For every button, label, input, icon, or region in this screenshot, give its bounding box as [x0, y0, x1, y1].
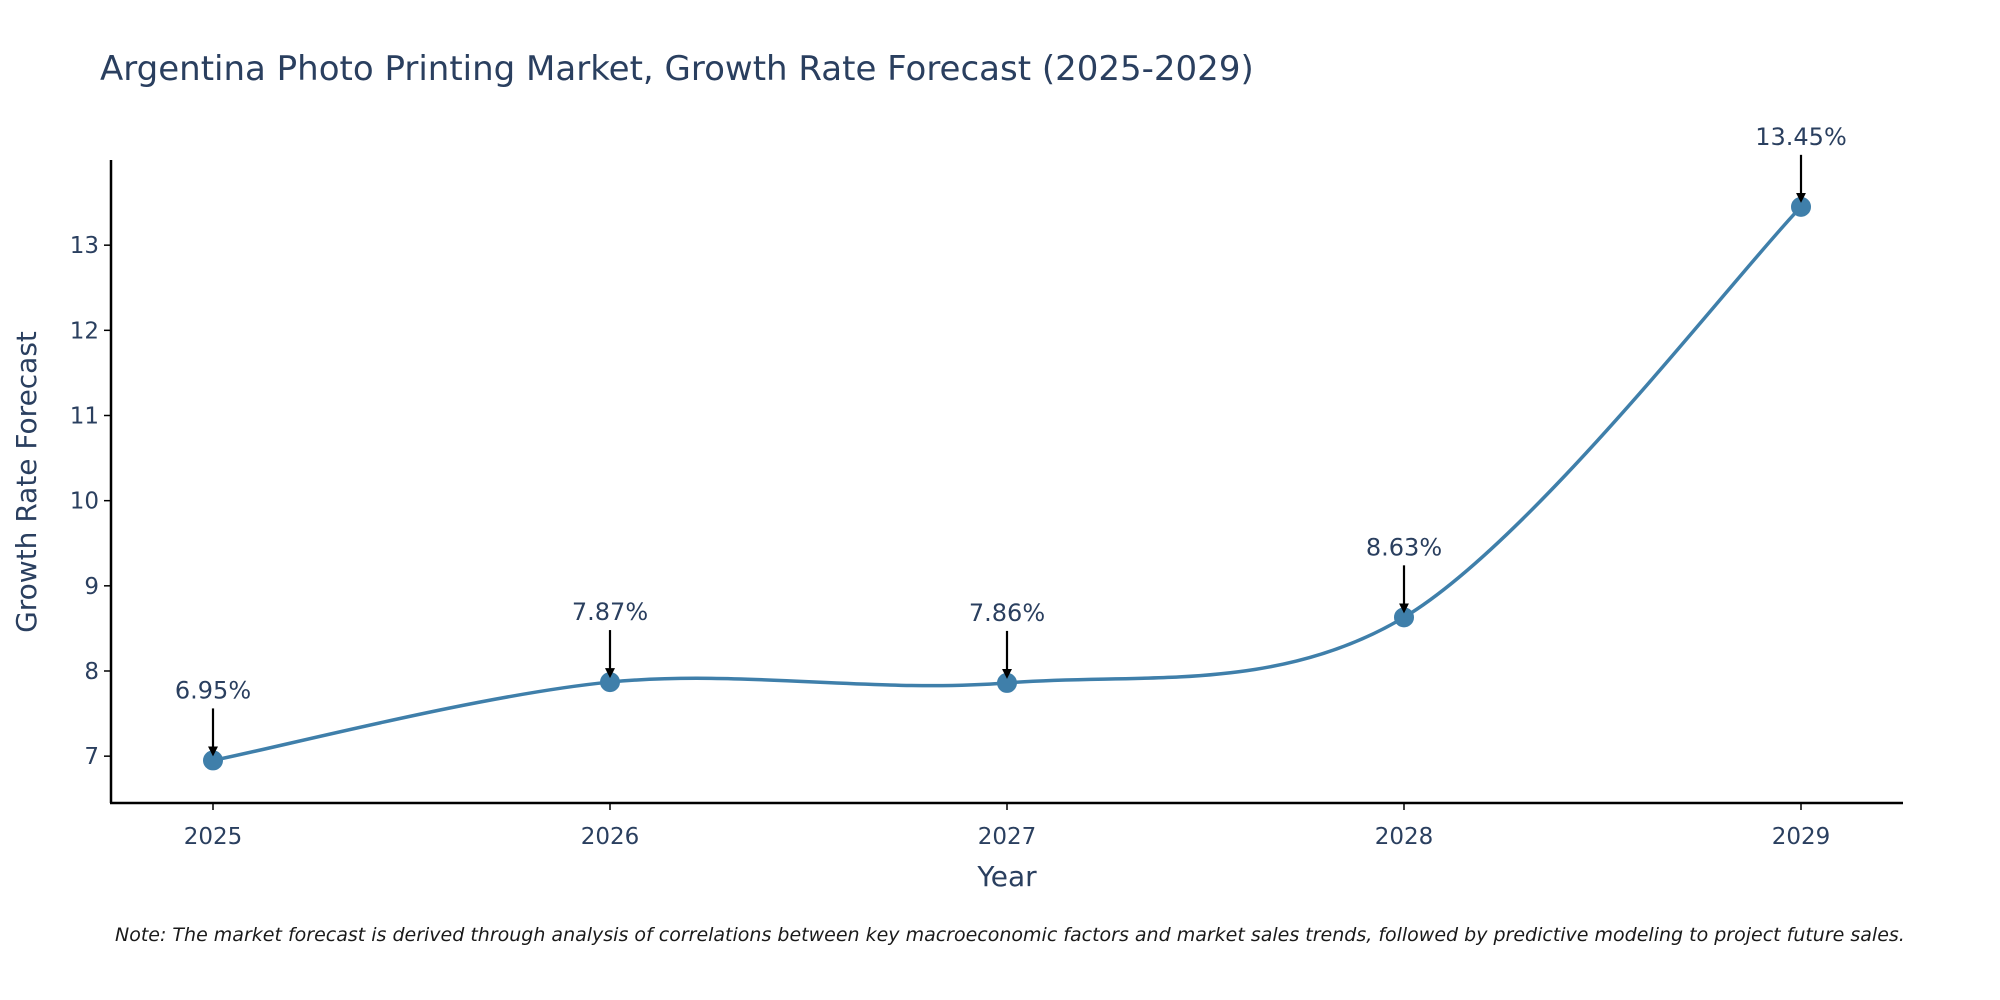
y-axis-title: Growth Rate Forecast: [10, 331, 43, 633]
data-label: 8.63%: [1366, 533, 1442, 561]
y-tick-label: 10: [70, 489, 99, 515]
data-markers: [203, 196, 1811, 771]
data-label: 7.86%: [969, 599, 1045, 627]
data-annotations: 6.95% 7.87% 7.86% 8.63% 13.45%: [175, 123, 1847, 757]
y-tick-label: 13: [70, 233, 99, 259]
y-tick-label: 9: [84, 574, 99, 600]
x-tick-label: 2029: [1772, 824, 1831, 850]
data-point-2026: [600, 672, 620, 693]
y-tick-label: 7: [84, 744, 99, 770]
y-axis-ticks: 7 8 9 10 11 12 13: [70, 233, 111, 770]
x-axis-ticks: 2025 2026 2027 2028 2029: [184, 803, 1831, 850]
y-tick-label: 11: [70, 403, 99, 429]
x-axis-title: Year: [976, 860, 1037, 893]
chart-note: Note: The market forecast is derived thr…: [115, 924, 1905, 946]
data-point-2027: [997, 672, 1017, 693]
data-label: 13.45%: [1755, 123, 1847, 151]
data-label: 7.87%: [572, 598, 648, 626]
data-point-2029: [1791, 196, 1811, 217]
data-point-2025: [203, 750, 223, 771]
x-tick-label: 2025: [184, 824, 243, 850]
y-tick-label: 8: [84, 659, 99, 685]
x-tick-label: 2027: [978, 824, 1037, 850]
chart-title: Argentina Photo Printing Market, Growth …: [100, 49, 1254, 89]
data-point-2028: [1394, 607, 1414, 628]
y-tick-label: 12: [70, 318, 99, 344]
x-tick-label: 2026: [581, 824, 640, 850]
series-line: [212, 205, 1803, 763]
x-tick-label: 2028: [1375, 824, 1434, 850]
data-label: 6.95%: [175, 676, 251, 704]
